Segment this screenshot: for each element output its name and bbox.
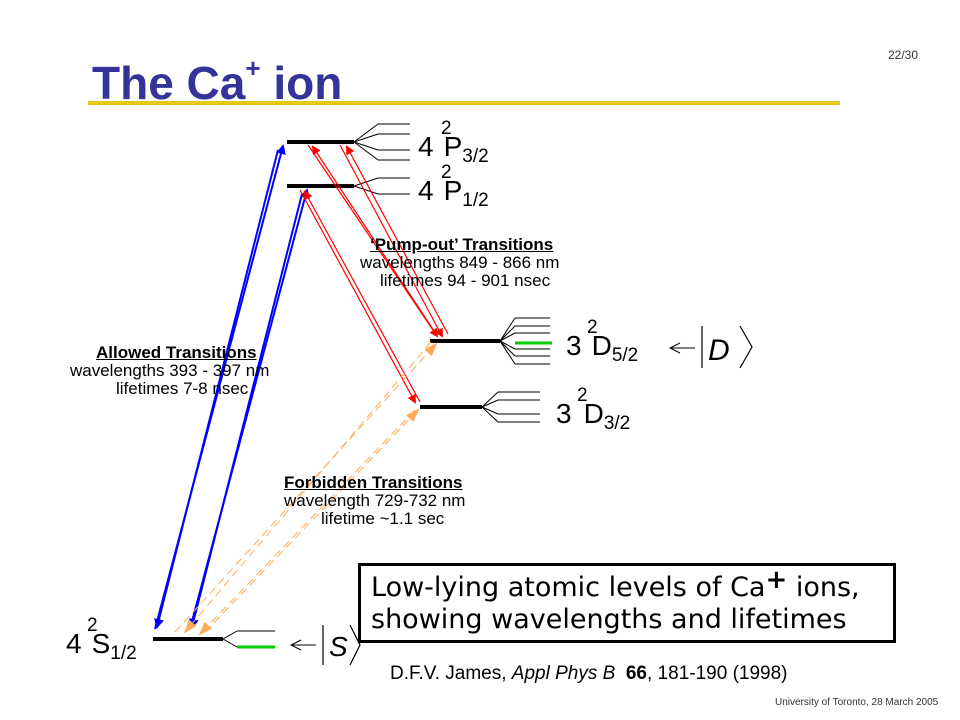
caption-box: Low-lying atomic levels of Ca+ ions, sho…	[358, 563, 896, 643]
page-number: 22/30	[888, 48, 919, 62]
caption-line-2: showing wavelengths and lifetimes	[371, 604, 847, 635]
level-label-p32: 4 2 P3/2	[418, 118, 489, 167]
level-bar-p32	[287, 123, 410, 161]
ket-d-label: D	[708, 334, 730, 367]
slide-title: The Ca+ ion	[92, 52, 343, 109]
ket-s-label: S	[329, 631, 348, 662]
title-underline	[88, 101, 840, 105]
pumpout-transition-arrows	[299, 144, 449, 404]
level-bar-d52	[430, 317, 552, 365]
allowed-transitions-text: Allowed Transitions wavelengths 393 - 39…	[70, 343, 270, 398]
ket-d: D	[668, 325, 753, 369]
forbidden-transitions-text: Forbidden Transitions wavelength 729-732…	[284, 473, 466, 528]
level-label-s12: 4 2 S1/2	[66, 615, 137, 664]
level-bar-s12	[153, 630, 275, 649]
forbidden-transition-arrows	[174, 341, 438, 636]
allowed-transition-arrows	[154, 144, 310, 630]
level-label-d52: 3 2 D5/2	[566, 317, 639, 366]
ket-s: S	[289, 624, 361, 666]
caption-line-1: Low-lying atomic levels of Ca+ ions,	[371, 565, 860, 603]
level-label-p12: 4 2 P1/2	[418, 162, 489, 211]
level-bar-d32	[420, 391, 540, 423]
level-label-d32: 3 2 D3/2	[556, 385, 631, 434]
level-bar-p12	[287, 177, 410, 195]
footer-text: University of Toronto, 28 March 2005	[775, 697, 939, 708]
pumpout-transitions-text: ‘Pump-out’ Transitions wavelengths 849 -…	[360, 235, 560, 290]
citation: D.F.V. James, Appl Phys B 66, 181-190 (1…	[390, 663, 788, 684]
